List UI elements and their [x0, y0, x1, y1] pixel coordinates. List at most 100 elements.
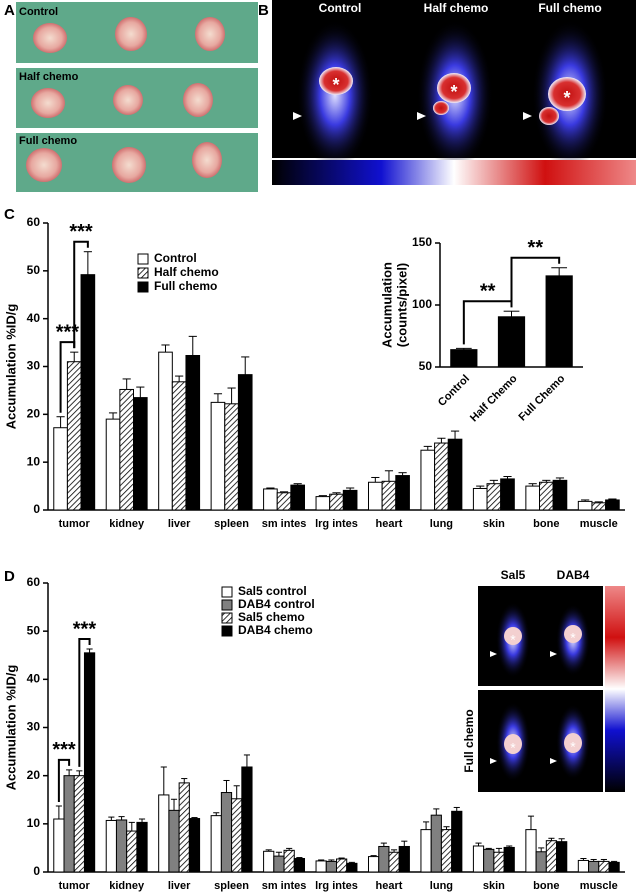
bar — [440, 829, 453, 873]
bar — [525, 829, 537, 873]
bar — [315, 860, 327, 873]
bar — [608, 861, 620, 873]
x-tick-label: kidney — [109, 880, 145, 892]
legend-swatch — [221, 599, 233, 611]
marker: * — [510, 632, 516, 648]
y-axis-label: (counts/pixel) — [394, 263, 409, 348]
bar — [420, 449, 436, 511]
bar — [525, 485, 540, 511]
marker: * — [563, 88, 570, 108]
y-axis-label: Accumulation %ID/g — [3, 304, 18, 430]
bar — [605, 499, 620, 511]
y-tick-label: 0 — [33, 864, 40, 878]
significance-bracket — [78, 637, 91, 767]
y-tick-label: 40 — [27, 311, 41, 325]
bar — [53, 818, 65, 873]
bar — [342, 489, 358, 511]
photo-label: Half chemo — [19, 71, 79, 83]
bar — [493, 851, 505, 873]
legend-swatch — [137, 267, 149, 279]
bar — [210, 401, 226, 511]
bar — [224, 403, 239, 511]
image-label: Full chemo — [462, 709, 476, 772]
y-tick-label: 10 — [27, 816, 41, 830]
bar — [500, 478, 515, 511]
y-tick-label: 20 — [27, 407, 41, 421]
bar — [329, 493, 344, 511]
bar — [80, 274, 96, 511]
significance-label: ** — [528, 237, 544, 259]
bar — [591, 502, 607, 511]
legend-swatch — [221, 612, 233, 624]
bar — [133, 397, 148, 511]
legend-label: Sal5 control — [238, 584, 307, 598]
panel-letter: A — [4, 2, 15, 19]
x-tick-label: bone — [533, 880, 559, 892]
bar — [237, 374, 253, 511]
marker: * — [570, 739, 576, 755]
x-tick-label: skin — [483, 518, 505, 530]
bar — [188, 818, 201, 873]
bar — [136, 821, 148, 873]
bar — [535, 851, 547, 873]
x-tick-label: Full Chemo — [517, 372, 568, 423]
legend-label: Control — [154, 251, 197, 265]
bar — [420, 829, 432, 873]
bar — [577, 500, 593, 511]
significance-bracket — [57, 758, 71, 803]
image-label: Sal5 — [501, 568, 526, 582]
x-tick-label: heart — [376, 880, 403, 892]
bar — [497, 316, 526, 368]
y-tick-label: 40 — [27, 672, 41, 686]
x-tick-label: liver — [168, 880, 191, 892]
bar — [346, 862, 358, 873]
imaging-panel — [272, 0, 636, 185]
bar — [472, 487, 488, 511]
y-tick-label: 50 — [27, 623, 41, 637]
image-label: Control — [319, 1, 362, 15]
x-tick-label: lung — [430, 880, 453, 892]
bar — [273, 855, 285, 873]
bar — [63, 775, 75, 873]
y-tick-label: 20 — [27, 768, 41, 782]
y-axis-label: Accumulation %ID/g — [3, 665, 18, 791]
imaging-panel — [478, 586, 625, 792]
significance-label: ** — [480, 280, 496, 302]
bar — [398, 845, 410, 873]
bar — [325, 860, 337, 873]
marker: * — [332, 75, 339, 95]
bar — [598, 860, 610, 873]
bar — [210, 815, 222, 873]
bar — [105, 819, 117, 873]
legend-swatch — [221, 586, 233, 598]
bar — [276, 492, 292, 511]
bar — [577, 859, 590, 873]
legend-label: DAB4 chemo — [238, 623, 313, 637]
x-tick-label: spleen — [214, 518, 249, 530]
bar — [388, 851, 400, 873]
y-tick-label: 150 — [412, 235, 432, 249]
y-tick-label: 60 — [27, 575, 41, 589]
image-label: Full chemo — [538, 1, 601, 15]
significance-label: *** — [52, 739, 76, 761]
bar — [395, 475, 410, 511]
x-tick-label: bone — [533, 518, 559, 530]
image-label: Control — [478, 615, 492, 658]
legend-swatch — [221, 625, 233, 637]
photo-panel — [16, 2, 258, 192]
panel-letter: B — [258, 2, 269, 19]
bar — [83, 652, 96, 873]
x-tick-label: Half Chemo — [468, 372, 520, 424]
bar — [545, 275, 573, 368]
legend-swatch — [137, 281, 149, 293]
bar — [483, 848, 495, 873]
bar — [171, 381, 187, 511]
image-label: Half chemo — [424, 1, 489, 15]
bar — [503, 846, 515, 873]
significance-label: *** — [69, 221, 93, 243]
bar — [367, 481, 383, 511]
bar — [231, 798, 243, 873]
bar — [53, 427, 68, 511]
bar — [115, 819, 128, 873]
x-tick-label: muscle — [580, 880, 618, 892]
